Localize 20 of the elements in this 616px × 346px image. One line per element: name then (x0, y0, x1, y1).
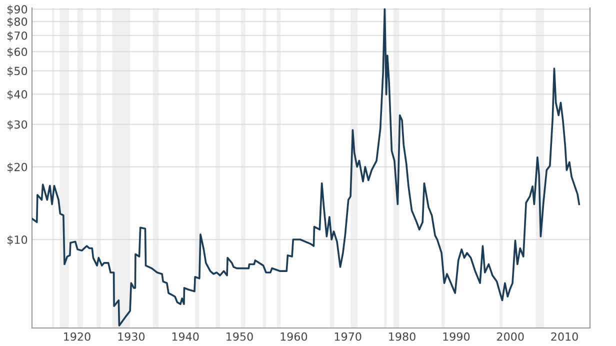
y-tick-label: $40 (8, 90, 28, 100)
x-tick-label: 1990 (443, 332, 470, 341)
y-tick-label: $50 (8, 66, 28, 77)
y-tick-label: $60 (8, 47, 28, 58)
x-tick-label: 1930 (118, 332, 145, 341)
y-tick-label: $70 (8, 31, 28, 42)
y-tick-label: $30 (8, 120, 28, 130)
y-tick-label: $10 (8, 235, 28, 246)
y-tick-label: $80 (8, 17, 28, 28)
x-tick-label: 1940 (172, 332, 199, 341)
x-tick-label: 1960 (280, 332, 308, 341)
y-tick-label: $20 (8, 162, 28, 173)
line-series (32, 8, 580, 326)
x-tick-label: 1980 (389, 332, 416, 341)
x-tick-label: 1970 (334, 332, 362, 341)
y-tick-label: $90 (8, 4, 28, 16)
x-tick-label: 1950 (226, 332, 253, 341)
x-tick-label: 2000 (497, 332, 524, 341)
x-tick-label: 1920 (64, 332, 90, 341)
x-tick-label: 2010 (551, 332, 578, 341)
